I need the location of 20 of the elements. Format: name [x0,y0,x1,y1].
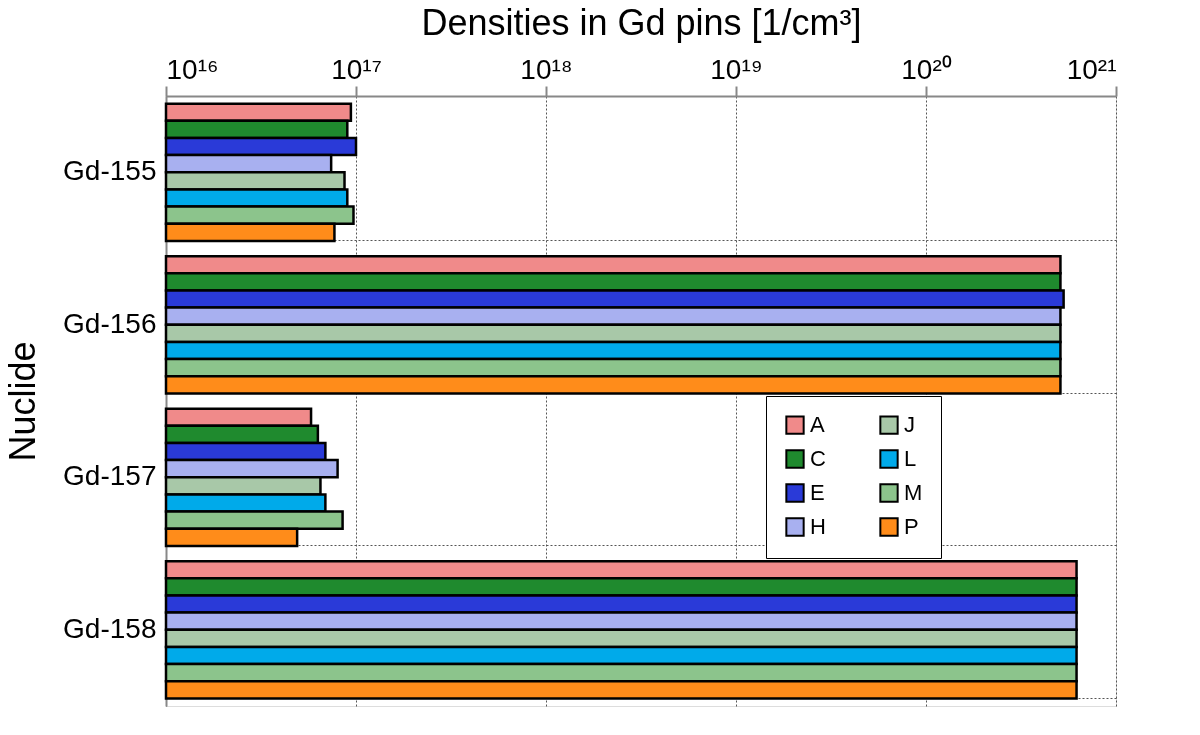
legend-label: C [810,446,826,471]
x-tick-label: 10¹⁸ [520,53,573,85]
x-tick-label: 10¹⁷ [331,53,382,85]
legend-label: E [810,480,825,505]
y-tick-label: Gd-157 [63,460,157,492]
legend-label: J [904,412,915,438]
x-axis-title: Densities in Gd pins [1/cm³] [421,1,862,43]
x-tick-label: 10¹⁹ [710,53,763,85]
legend-label: L [904,446,917,471]
x-tick-label: 10¹⁶ [166,53,219,85]
y-tick-label: Gd-158 [63,612,157,644]
y-axis-title: Nuclide [2,341,44,462]
y-tick-label: Gd-156 [63,307,157,339]
legend-label: M [904,480,923,505]
x-tick-label: 10²⁰ [901,53,952,85]
y-tick-label: Gd-155 [63,155,157,187]
legend-label: H [810,514,826,539]
x-tick-label: 10²¹ [1066,53,1117,85]
legend-label: P [904,514,919,539]
legend-label: A [810,412,825,438]
